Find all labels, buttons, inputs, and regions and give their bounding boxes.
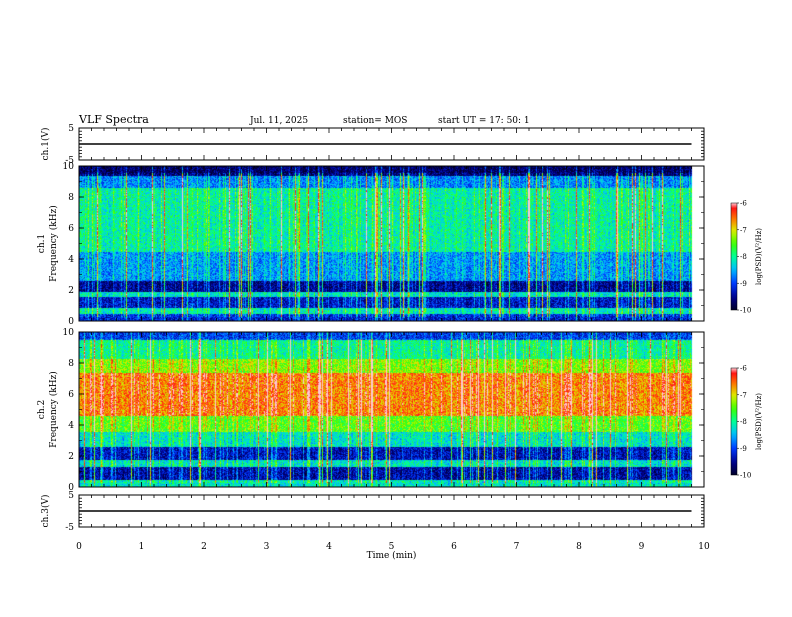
frequency-tick-label: 4 [68, 255, 74, 265]
colorbar-axis-label: log(PSD)(V²/Hz) [755, 393, 763, 450]
colorbar-scale [730, 367, 738, 476]
colorbar-tick-label: -10 [740, 307, 751, 315]
frequency-tick-label: 2 [68, 286, 74, 296]
voltage-tick-label: 5 [68, 124, 74, 134]
time-axis-label: Time (min) [367, 550, 417, 561]
voltage-axis-label: ch.3(V) [40, 495, 51, 528]
colorbar-tick-label: -9 [740, 445, 747, 453]
frequency-tick-label: 10 [63, 162, 75, 172]
spectrogram-canvas [79, 332, 704, 487]
time-tick-label: 2 [201, 542, 207, 552]
time-tick-label: 6 [451, 542, 457, 552]
spectrogram-frequency-label: Frequency (kHz) [48, 205, 59, 282]
ch3-voltage-panel: 5 -5 ch.3(V) [40, 491, 705, 533]
spectrogram-image-holder [79, 332, 704, 487]
voltage-tick-label: -5 [65, 156, 74, 166]
frequency-tick-label: 4 [68, 421, 74, 431]
frequency-tick-label: 10 [63, 328, 75, 338]
colorbar-tick-label: -7 [740, 391, 747, 399]
frequency-tick-label: 8 [68, 193, 74, 203]
colorbar-tick-label: -7 [740, 226, 747, 234]
spectrogram-frequency-label: Frequency (kHz) [48, 371, 59, 448]
voltage-tick-label: 5 [68, 491, 74, 501]
voltage-tick-label: -5 [65, 523, 74, 533]
colorbar-tick-label: -8 [740, 253, 747, 261]
time-tick-label: 3 [264, 542, 270, 552]
frequency-tick-label: 8 [68, 359, 74, 369]
frequency-tick-label: 6 [68, 390, 74, 400]
colorbar-tick-label: -9 [740, 280, 747, 288]
time-tick-label: 8 [576, 542, 582, 552]
colorbar-tick-label: -8 [740, 418, 747, 426]
colorbar-axis-label: log(PSD)(V²/Hz) [755, 228, 763, 285]
time-tick-label: 1 [139, 542, 145, 552]
time-tick-label: 0 [76, 542, 82, 552]
time-tick-label: 5 [389, 542, 395, 552]
ch2-spectrogram-panel: 0 2 4 6 8 10 ch.2 Frequency (kHz) [37, 328, 705, 493]
ch1-voltage-panel: 5 -5 ch.1(V) [40, 124, 705, 166]
time-tick-label: 7 [514, 542, 520, 552]
time-axis: 0 1 2 3 4 5 6 7 8 9 10 Time (min) [76, 542, 710, 561]
colorbar-tick-label: -10 [740, 472, 751, 480]
ch1-spectrogram-panel: 0 2 4 6 8 10 ch.1 Frequency (kHz) [37, 162, 705, 327]
station-label: station= MOS [343, 116, 407, 126]
frequency-tick-label: 2 [68, 452, 74, 462]
voltage-axis-label: ch.1(V) [40, 128, 51, 161]
frequency-tick-label: 0 [68, 317, 74, 327]
time-tick-label: 4 [326, 542, 332, 552]
spectrogram-channel-label: ch.1 [37, 234, 47, 253]
frequency-tick-label: 0 [68, 483, 74, 493]
spectrogram-channel-label: ch.2 [37, 400, 47, 419]
figure-title: VLF Spectra [78, 113, 149, 126]
colorbar-tick-label: -6 [740, 200, 747, 208]
frequency-tick-label: 6 [68, 224, 74, 234]
spectrogram-image-holder [79, 166, 704, 321]
spectrogram-canvas [79, 166, 704, 321]
date-label: Jul. 11, 2025 [249, 116, 308, 126]
ch2-colorbar: -6 -7 -8 -9 -10 log(PSD)(V²/Hz) [730, 365, 763, 480]
colorbar-scale [730, 202, 738, 311]
time-tick-label: 9 [639, 542, 645, 552]
start-time-label: start UT = 17: 50: 1 [438, 116, 530, 126]
time-tick-label: 10 [698, 542, 710, 552]
colorbar-tick-label: -6 [740, 365, 747, 373]
ch1-colorbar: -6 -7 -8 -9 -10 log(PSD)(V²/Hz) [730, 200, 763, 315]
